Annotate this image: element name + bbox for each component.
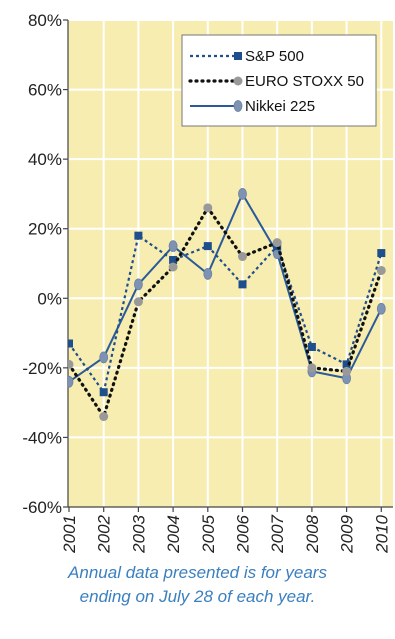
data-point-square (377, 249, 386, 258)
data-point-square (203, 242, 212, 251)
legend-label: S&P 500 (245, 48, 304, 65)
data-point-square (134, 231, 143, 240)
data-point-square (169, 256, 178, 265)
x-tick-label: 2006 (234, 514, 253, 553)
x-tick-label: 2003 (129, 514, 148, 553)
caption-line-1: Annual data presented is for years (68, 563, 327, 582)
y-tick-label: 20% (28, 220, 62, 239)
legend-label: Nikkei 225 (245, 98, 315, 115)
data-point-circle (238, 252, 247, 262)
chart-caption: Annual data presented is for years endin… (0, 561, 395, 609)
data-point-circle (203, 203, 213, 213)
x-tick-label: 2004 (164, 515, 183, 554)
plot-series-group (68, 188, 386, 422)
data-point-diamond (376, 302, 386, 315)
data-point-circle (99, 412, 109, 422)
x-tick-label: 2009 (338, 514, 357, 553)
legend: S&P 500 EURO STOXX 50 Nikkei 225 (181, 34, 377, 127)
data-point-diamond (99, 351, 109, 364)
data-point-square (238, 280, 247, 289)
y-tick-label: 40% (28, 150, 62, 169)
data-point-square (234, 52, 242, 60)
y-tick-label: 60% (28, 81, 62, 100)
data-point-diamond (133, 278, 143, 291)
data-point-circle (342, 366, 352, 376)
data-point-circle (307, 363, 317, 373)
series-line-euro-stoxx-50 (68, 204, 383, 421)
data-point-circle (233, 76, 243, 86)
data-point-circle (168, 262, 178, 272)
y-tick-label: -60% (22, 498, 62, 517)
x-tick-label: 2007 (268, 514, 287, 553)
data-point-circle (68, 359, 74, 369)
legend-label: EURO STOXX 50 (245, 73, 364, 90)
data-point-square (307, 342, 316, 351)
caption-line-2: ending on July 28 of each year. (79, 587, 316, 606)
x-tick-label: 2008 (303, 514, 322, 553)
x-tick-label: 2002 (95, 514, 114, 553)
x-tick-label: 2010 (372, 514, 391, 553)
x-tick-label: 2005 (199, 514, 218, 553)
line-chart: -60% -40% -20% 0% 20% 40% 60% 80% 2001 2002 2003 20… (22, 11, 393, 554)
x-tick-label: 2001 (60, 515, 79, 554)
data-point-diamond (233, 100, 243, 112)
data-point-square (342, 360, 351, 369)
data-point-diamond (238, 188, 247, 200)
data-point-square (99, 388, 108, 397)
data-point-diamond (68, 375, 74, 388)
y-tick-label: -20% (22, 359, 62, 378)
data-point-circle (133, 297, 143, 307)
y-tick-label: 0% (37, 289, 62, 308)
y-tick-label: -40% (22, 428, 62, 447)
data-point-square (68, 339, 73, 348)
series-line-s-p-500 (68, 233, 383, 395)
data-point-diamond (168, 240, 178, 253)
data-point-circle (376, 265, 386, 275)
y-tick-label: 80% (28, 11, 62, 30)
data-point-circle (272, 238, 282, 248)
data-point-diamond (203, 268, 213, 280)
